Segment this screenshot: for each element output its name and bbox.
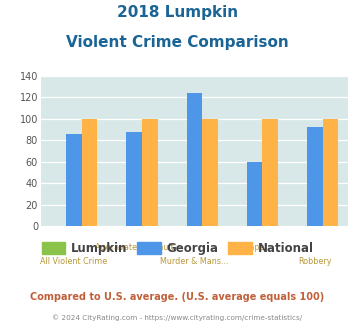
Bar [202, 119, 218, 226]
Text: © 2024 CityRating.com - https://www.cityrating.com/crime-statistics/: © 2024 CityRating.com - https://www.city… [53, 314, 302, 321]
Bar [247, 162, 262, 226]
Bar [82, 119, 97, 226]
Text: Robbery: Robbery [298, 257, 332, 266]
Text: Rape: Rape [244, 243, 265, 252]
Legend: Lumpkin, Georgia, National: Lumpkin, Georgia, National [37, 237, 318, 260]
Text: Murder & Mans...: Murder & Mans... [160, 257, 229, 266]
Bar [186, 93, 202, 226]
Text: All Violent Crime: All Violent Crime [40, 257, 108, 266]
Bar [307, 127, 323, 226]
Text: Compared to U.S. average. (U.S. average equals 100): Compared to U.S. average. (U.S. average … [31, 292, 324, 302]
Text: 2018 Lumpkin: 2018 Lumpkin [117, 5, 238, 20]
Bar [126, 132, 142, 226]
Text: Aggravated Assault: Aggravated Assault [95, 243, 174, 252]
Bar [262, 119, 278, 226]
Bar [66, 134, 82, 226]
Bar [142, 119, 158, 226]
Text: Violent Crime Comparison: Violent Crime Comparison [66, 35, 289, 50]
Bar [323, 119, 338, 226]
